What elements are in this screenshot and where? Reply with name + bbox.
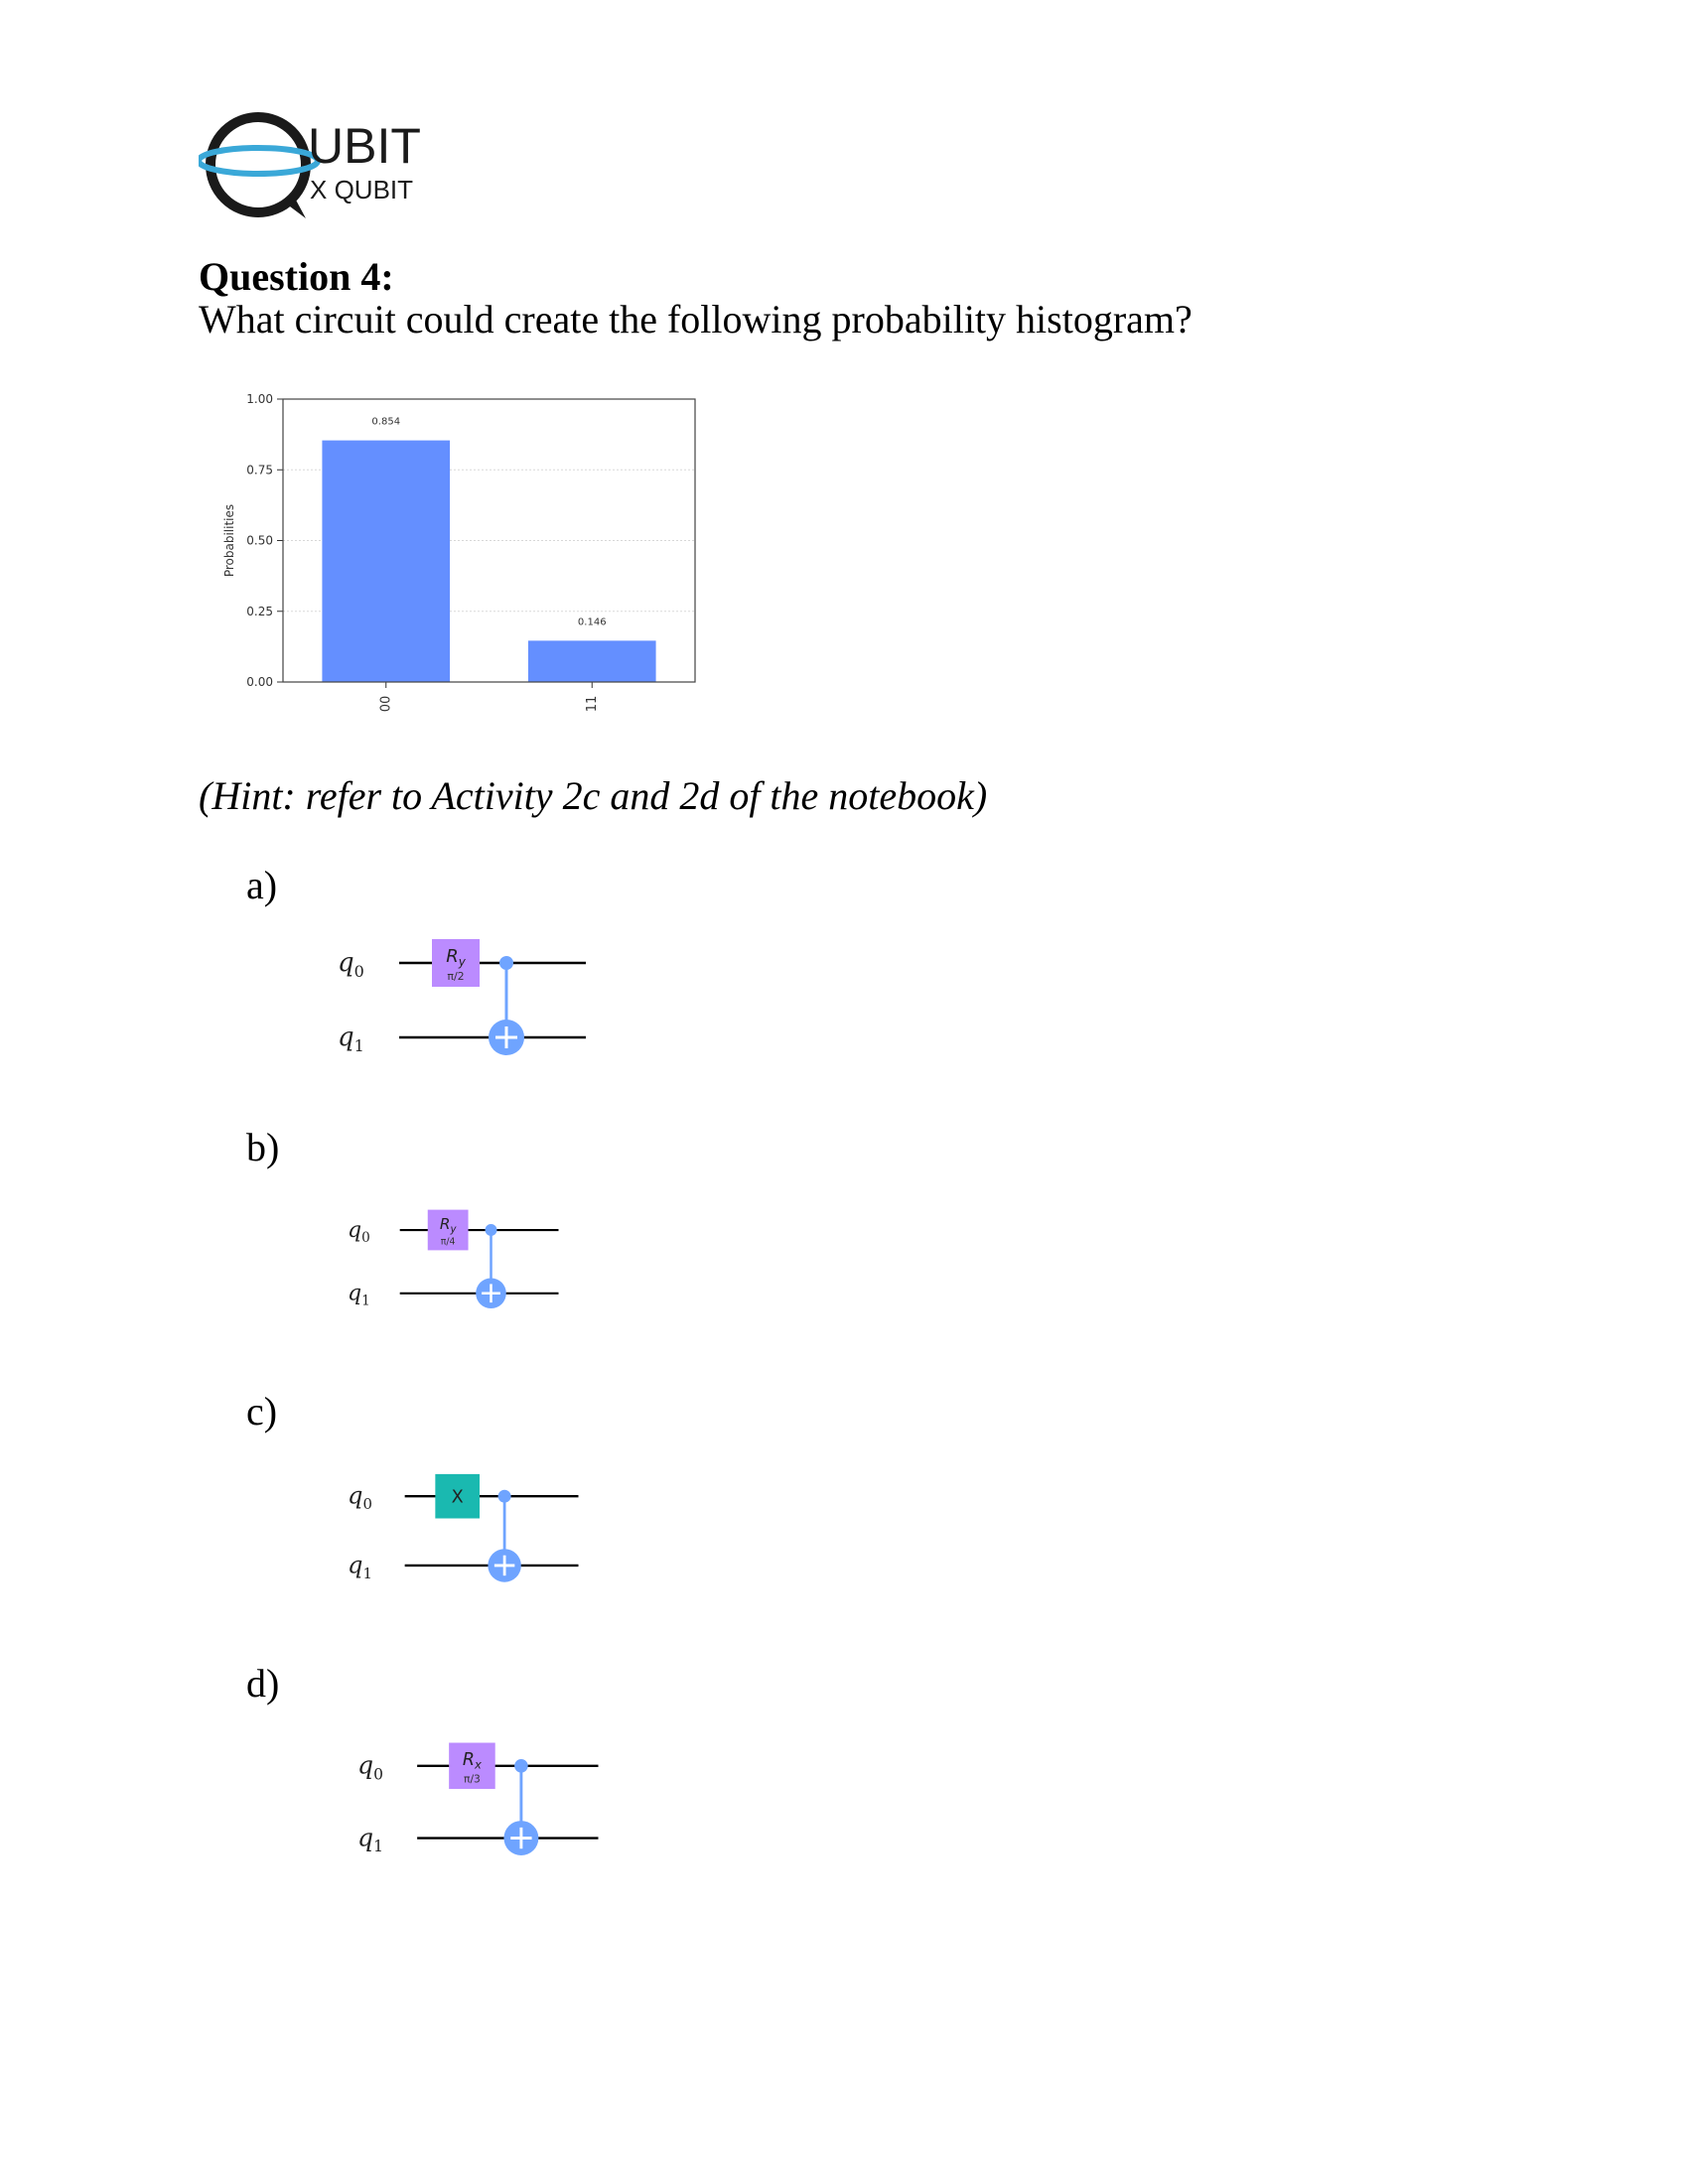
x-tick-label: 00 [378, 696, 393, 713]
cnot-control-dot [497, 1489, 511, 1503]
qubit-label-q0: q0 [348, 1482, 372, 1514]
option-c-label[interactable]: c) [246, 1389, 278, 1433]
gate-box [449, 1742, 495, 1790]
qubit-label-q0: q0 [348, 1217, 370, 1246]
y-tick-label: 1.00 [246, 392, 273, 406]
circuit-option-c[interactable]: q0 q1 X [348, 1459, 626, 1588]
bar-00 [322, 440, 451, 682]
data-label: 0.146 [578, 616, 607, 627]
data-label: 0.854 [371, 417, 400, 428]
bar-11 [527, 640, 656, 682]
qubit-label-q1: q1 [338, 1023, 364, 1055]
option-b-label[interactable]: b) [246, 1125, 280, 1169]
x-tick-label: 11 [585, 696, 600, 713]
question-title: Question 4: [199, 254, 394, 299]
y-tick-label: 0.00 [246, 675, 273, 689]
y-axis-label: Probabilities [222, 504, 236, 577]
qubit-label-q0: q0 [338, 948, 364, 981]
cnot-control-dot [485, 1224, 497, 1236]
hint-text: (Hint: refer to Activity 2c and 2d of th… [199, 773, 988, 818]
probability-histogram: 0.00 0.25 0.50 0.75 1.00 0.854 00 0.146 11 Probab… [222, 392, 696, 713]
qubit-logo: UBIT X QUBIT [199, 112, 421, 218]
logo-arrow [282, 193, 306, 218]
question-text: What circuit could create the following … [199, 297, 1193, 341]
gate-param: π/2 [447, 970, 464, 983]
logo-ellipse [199, 145, 321, 177]
logo-ring [206, 112, 311, 217]
gate-box [432, 939, 480, 987]
gate-param: π/3 [464, 1772, 481, 1785]
logo-subtitle: X QUBIT [310, 175, 413, 205]
plot-frame [282, 398, 696, 683]
option-d-label[interactable]: d) [246, 1661, 280, 1706]
y-tick-label: 0.50 [246, 534, 273, 548]
logo-word: UBIT [308, 118, 421, 174]
cnot-control-dot [499, 956, 513, 970]
cnot-control-dot [514, 1759, 528, 1773]
y-tick-label: 0.25 [246, 605, 273, 618]
qubit-label-q1: q1 [348, 1281, 370, 1309]
qubit-label-q0: q0 [357, 1751, 383, 1784]
gate-label: X [452, 1488, 464, 1508]
qubit-label-q1: q1 [348, 1551, 372, 1582]
y-tick-label: 0.75 [246, 463, 273, 477]
option-a-label[interactable]: a) [246, 863, 278, 907]
gate-param: π/4 [441, 1236, 456, 1247]
qubit-label-q1: q1 [357, 1823, 383, 1855]
gate-box [427, 1209, 469, 1251]
gate-box [435, 1473, 480, 1519]
